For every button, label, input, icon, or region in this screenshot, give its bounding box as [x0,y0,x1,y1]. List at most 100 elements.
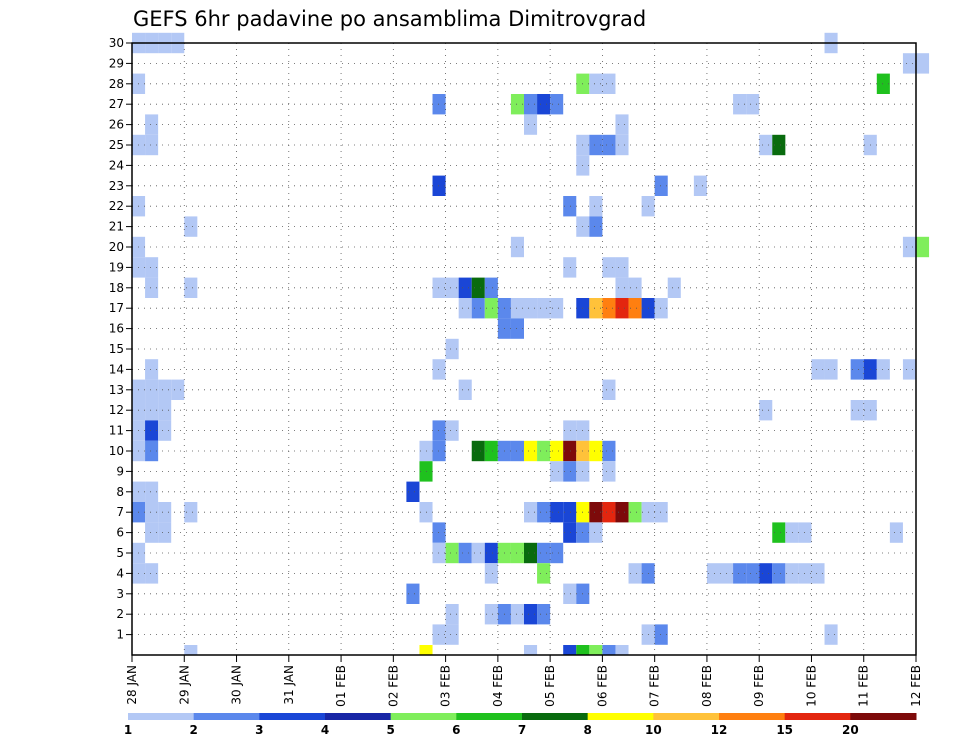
precip-cell [510,236,524,258]
precip-cell [145,114,159,135]
precip-cell [445,420,459,441]
precip-cell [615,502,629,523]
precip-cell [602,502,616,523]
y-tick-label: 20 [109,240,124,254]
precip-cell [589,196,603,217]
precip-cell [145,440,159,462]
precip-cell [471,277,485,298]
precip-cell [824,359,838,380]
precip-cell [524,645,538,655]
precip-cell [602,645,616,655]
y-tick-label: 13 [109,383,124,397]
precip-cell [145,134,159,156]
precip-cell [158,400,172,421]
precip-cell [406,481,420,502]
precip-cell [184,502,198,523]
precip-cell [876,73,890,94]
precip-cell [432,420,446,441]
y-tick-label: 6 [116,526,124,540]
x-tick-label: 04 FEB [491,665,505,707]
precip-cell [432,440,446,462]
precip-cell [902,53,916,74]
precip-cell [184,216,198,237]
x-tick-label: 11 FEB [857,665,871,707]
precip-cell [145,502,159,523]
precip-cell [850,359,864,380]
precip-cell [510,604,524,625]
precip-cell [524,440,538,462]
precip-cell [733,94,747,115]
precip-cell [145,277,159,298]
legend-label: 6 [452,723,460,737]
precip-cell [537,298,551,319]
x-tick-label: 30 JAN [230,665,244,705]
precip-cell [589,216,603,237]
precip-cell [158,379,172,400]
precip-cell [145,400,159,421]
legend-label: 10 [645,723,662,737]
precip-cell [811,359,825,380]
precip-cell [484,298,498,319]
precip-cell [563,257,577,278]
precip-cell [746,563,760,584]
precip-cell [615,645,629,655]
precip-cell [706,563,720,584]
grid-layer [131,42,917,655]
y-tick-label: 23 [109,179,124,193]
precip-cell [524,502,538,523]
y-tick-label: 25 [109,138,124,152]
precip-cell [628,298,642,319]
y-tick-label: 18 [109,281,124,295]
y-tick-label: 19 [109,260,124,274]
precip-cell [171,379,185,400]
precip-cell [510,94,524,115]
y-tick-label: 16 [109,322,124,336]
y-tick-label: 29 [109,56,124,70]
legend-swatch [390,713,457,720]
legend-label: 15 [776,723,793,737]
precip-cell [484,277,498,298]
precip-cell [589,134,603,156]
x-tick-label: 01 FEB [334,665,348,707]
x-tick-label: 10 FEB [804,665,818,707]
precip-cell [693,175,707,196]
precip-cell [158,502,172,523]
precip-cell [145,522,159,543]
x-tick-label: 06 FEB [595,665,609,707]
y-tick-label: 26 [109,118,124,132]
x-tick-label: 07 FEB [648,665,662,707]
precip-cell [537,563,551,584]
precip-cell [772,522,786,543]
precip-cell [563,522,577,543]
precip-cell [145,420,159,441]
y-tick-label: 17 [109,301,124,315]
precip-cell [772,134,786,156]
precip-cell [563,645,577,655]
precip-cell [184,277,198,298]
legend-label: 2 [189,723,197,737]
legend-label: 7 [518,723,526,737]
precip-cell [524,114,538,135]
y-tick-label: 5 [116,546,124,560]
precip-cell [785,522,799,543]
precip-cell [563,440,577,462]
precip-cell [524,94,538,115]
precip-cell [615,277,629,298]
precip-cell [759,134,773,156]
precip-cell [484,440,498,462]
precip-cell [484,542,498,564]
precip-cell [432,522,446,543]
x-tick-label: 08 FEB [700,665,714,707]
precip-cell [537,94,551,115]
precip-cell [916,236,930,258]
legend-swatch [456,713,523,720]
precip-cell [537,502,551,523]
legend-swatch [522,713,589,720]
precip-cell [458,542,472,564]
legend-swatch [850,713,917,720]
y-tick-label: 12 [109,403,124,417]
precip-cell [145,379,159,400]
x-tick-label: 31 JAN [282,665,296,705]
precip-cell [537,542,551,564]
